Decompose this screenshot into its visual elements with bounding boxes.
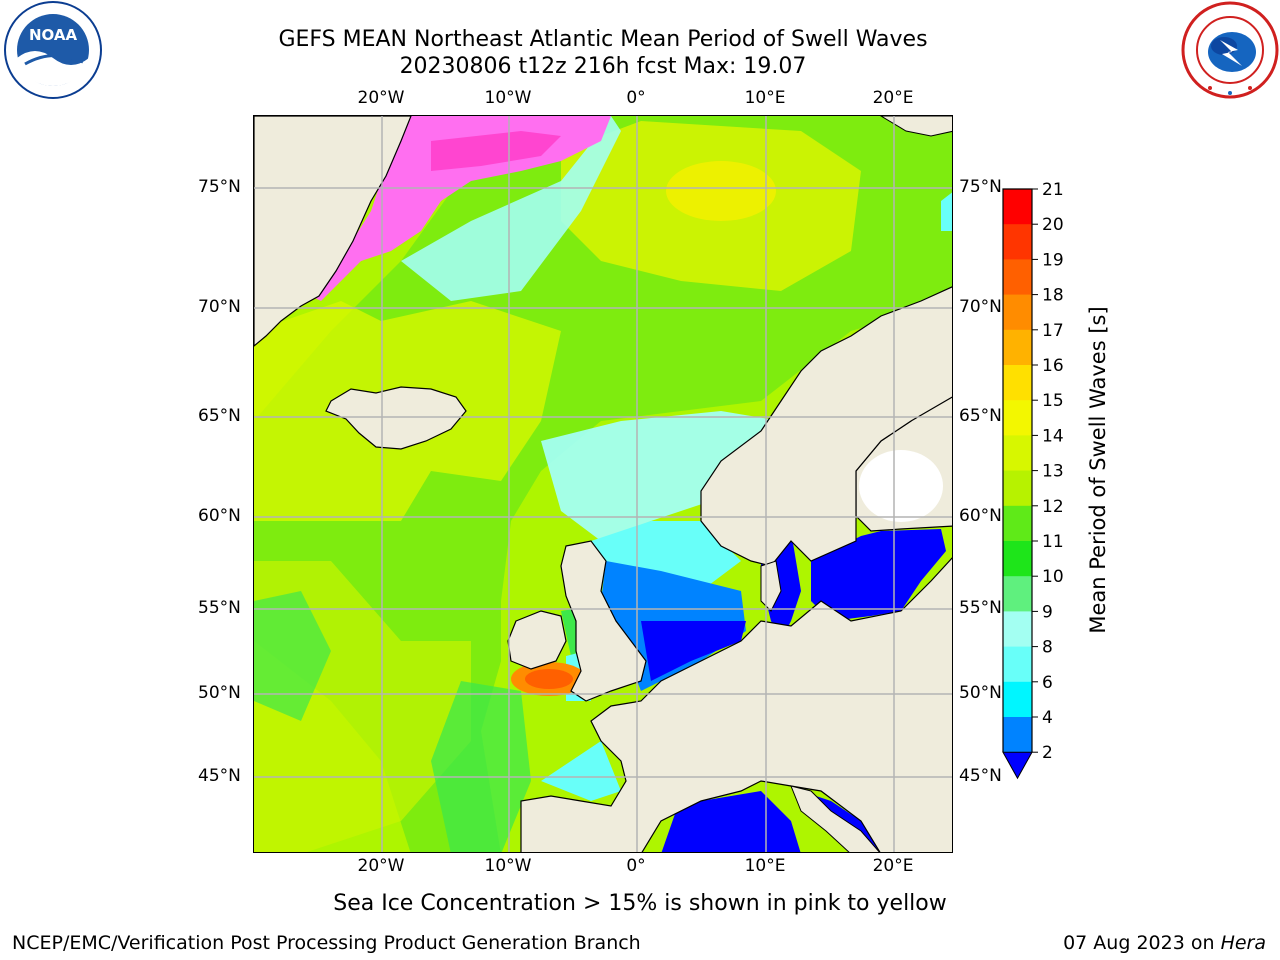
colorbar: 21 20 19 18 17 16 15 14 13 12 11 10 9 8 6 4 2 [995,180,1075,780]
lat-label-left: 55°N [198,598,241,618]
colorbar-tick-label: 15 [1042,391,1064,411]
footer-machine: Hera [1220,932,1266,954]
colorbar-tick-label: 2 [1042,743,1053,763]
swell-zone-high [666,161,776,221]
colorbar-tick-label: 17 [1042,321,1064,341]
lon-label-bottom: 20°W [357,856,405,876]
swell-zone-deep-blue [811,529,946,621]
swell-zone-green [431,681,531,852]
colorbar-segment [1003,541,1032,577]
colorbar-title: Mean Period of Swell Waves [s] [1086,306,1110,634]
lat-label-left: 70°N [198,297,241,317]
land-great-britain [560,540,647,702]
colorbar-tick-label: 10 [1042,567,1064,587]
lat-label-left: 75°N [198,177,241,197]
colorbar-tick-label: 4 [1042,708,1053,728]
lat-label-left: 60°N [198,506,241,526]
lon-label-bottom: 0° [626,856,646,876]
swell-zone-green [254,591,331,721]
lon-label-top: 10°E [744,88,786,108]
colorbar-segment [1003,400,1032,436]
lat-label-left: 65°N [198,406,241,426]
sea-ice [301,116,611,301]
colorbar-extend-arrow [1002,751,1033,780]
land-svalbard [880,116,952,137]
colorbar-segment [1003,435,1032,472]
swell-zone-cyan [541,411,781,541]
noaa-logo: NOAA [3,0,103,100]
colorbar-segment [1003,294,1032,331]
swell-zone-cyan [401,116,621,301]
colorbar-segment [1003,681,1032,718]
colorbar-segment [1003,224,1032,260]
swell-zone-max [525,669,573,689]
lat-label-right: 75°N [959,177,1002,197]
lat-label-right: 65°N [959,406,1002,426]
lat-label-right: 60°N [959,506,1002,526]
colorbar-tick-label: 21 [1042,180,1064,200]
land-europe [520,557,952,852]
colorbar-segment [1003,717,1032,753]
colorbar-tick-label: 16 [1042,356,1064,376]
chart-subtitle: 20230806 t12z 216h fcst Max: 19.07 [399,54,807,79]
sea-ice [431,131,561,171]
colorbar-graphic: 21 20 19 18 17 16 15 14 13 12 11 10 9 8 6 4 2 [1002,180,1064,780]
lat-label-left: 50°N [198,683,241,703]
colorbar-tick-label: 14 [1042,426,1064,446]
land-greenland [254,116,412,347]
lat-label-right: 50°N [959,683,1002,703]
lon-label-top: 10°W [484,88,532,108]
land-norway-sweden [700,286,952,567]
colorbar-tick-label: 18 [1042,286,1064,306]
graticule [254,116,952,852]
colorbar-tick-label: 8 [1042,638,1053,658]
lat-label-right: 55°N [959,598,1002,618]
colorbar-segment [1003,505,1032,542]
swell-period-map [254,116,952,852]
footer-date: 07 Aug 2023 on [1063,932,1221,954]
swell-zone-cyan [941,192,952,231]
swell-zone-deep-blue [641,621,746,681]
lon-label-bottom: 10°E [744,856,786,876]
colorbar-segment [1003,259,1032,296]
colorbar-segment [1003,365,1032,401]
lat-label-right: 45°N [959,766,1002,786]
colorbar-segment [1003,576,1032,612]
colorbar-tick-label: 6 [1042,673,1053,693]
colorbar-segment [1003,646,1032,683]
colorbar-segment [1003,189,1032,225]
footer-date-host: 07 Aug 2023 on Hera [1063,932,1266,954]
colorbar-tick-label: 12 [1042,497,1064,517]
colorbar-tick-label: 13 [1042,462,1064,482]
noaa-logo-text: NOAA [29,26,78,44]
chart-title: GEFS MEAN Northeast Atlantic Mean Period… [278,27,928,52]
lon-label-bottom: 20°E [872,856,914,876]
colorbar-tick-label: 9 [1042,602,1053,622]
land-italy [790,785,880,852]
colorbar-segment [1003,329,1032,366]
colorbar-tick-label: 20 [1042,215,1064,235]
footer-branch: NCEP/EMC/Verification Post Processing Pr… [12,932,641,954]
lon-label-top: 0° [626,88,646,108]
colorbar-segment [1003,470,1032,507]
map-panel[interactable] [253,115,953,853]
sea-ice-note: Sea Ice Concentration > 15% is shown in … [333,891,947,916]
lon-label-top: 20°E [872,88,914,108]
colorbar-segment [1003,611,1032,648]
colorbar-tick-label: 11 [1042,532,1064,552]
lat-label-right: 70°N [959,297,1002,317]
swell-zone-cyan [541,741,621,801]
nws-logo [1180,0,1280,100]
lat-label-left: 45°N [198,766,241,786]
land-iceland [325,386,467,450]
colorbar-tick-label: 19 [1042,250,1064,270]
ice-free-bothnia [859,450,943,522]
lon-label-bottom: 10°W [484,856,532,876]
lon-label-top: 20°W [357,88,405,108]
